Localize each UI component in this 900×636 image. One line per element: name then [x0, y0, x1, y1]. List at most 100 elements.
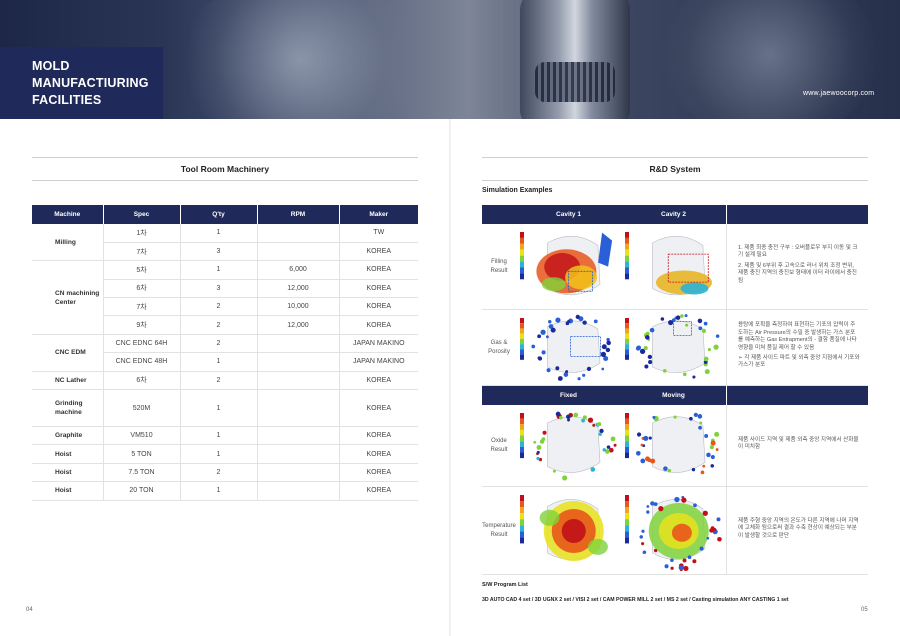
- qty-cell: 2: [180, 297, 258, 317]
- rpm-cell: 6,000: [257, 260, 340, 280]
- description-text: 용탕에 포획을 측정하여 표현하는 기포의 압력이 주도하는 Air Press…: [738, 322, 857, 351]
- sim-thumb: [625, 314, 720, 379]
- rpm-cell: 10,000: [257, 297, 340, 317]
- row-description: 용탕에 포획을 측정하여 표현하는 기포의 압력이 주도하는 Air Press…: [726, 310, 868, 385]
- title-line: MANUFACTIURING: [32, 76, 149, 90]
- maker-cell: KOREA: [339, 481, 418, 501]
- spec-cell: 520M: [103, 389, 181, 428]
- simulation-row: Gas & Porosity 용탕에 포획을 측정하여 표현하는 기포의 압력이…: [482, 310, 868, 386]
- sim-thumb: [625, 495, 722, 572]
- table-row: Hoist 5 TON 1 KOREA: [32, 444, 418, 464]
- spec-cell: 9차: [103, 315, 181, 335]
- page-number: 05: [861, 607, 868, 613]
- divider: [482, 157, 868, 158]
- column-header: Moving: [662, 392, 685, 399]
- spec-cell: 1차: [103, 224, 181, 243]
- column-header: Cavity 1: [556, 211, 581, 218]
- banner-photo-highlight: [660, 0, 880, 119]
- temperature-fixed-image: [516, 487, 621, 574]
- description-text: 2. 제품 및 6부위 후 고속으로 러너 위치 조정 변위, 제품 충진 지역…: [738, 262, 857, 284]
- qty-cell: 1: [180, 352, 258, 372]
- qty-cell: 3: [180, 279, 258, 299]
- table-row: Milling 1차 1 TW: [32, 224, 418, 262]
- filling-result-cavity1-image: [516, 224, 621, 309]
- maker-cell: KOREA: [339, 242, 418, 262]
- row-label: Gas & Porosity: [488, 340, 510, 355]
- simulation-row: Temperature Result 제품 주형 중앙 지역의 온도가 다른 지…: [482, 487, 868, 575]
- row-description: 1. 제품 최종 충전 구부 : 오버플로우 부지 이동 및 크기 설계 필요 …: [726, 224, 868, 309]
- maker-cell: KOREA: [339, 426, 418, 446]
- rpm-cell: [257, 463, 340, 483]
- description-text: ➢ 각 제품 사이드 파트 및 외측 중앙 지점에서 기포와 가스가 분포: [738, 354, 860, 369]
- description-text: 1. 제품 최종 충전 구부 : 오버플로우 부지 이동 및 크기 설계 필요: [738, 244, 858, 259]
- maker-cell: KOREA: [339, 260, 418, 280]
- rpm-cell: [257, 444, 340, 464]
- rpm-cell: [257, 334, 340, 354]
- table-row: CN machining Center 5차 1 6,000 KOREA: [32, 260, 418, 335]
- rpm-cell: [257, 242, 340, 262]
- row-description: 제품 사이드 지역 및 제품 외측 중앙 지역에서 산화물이 미치함: [726, 405, 868, 486]
- machine-cell: CN machining Center: [32, 260, 104, 335]
- table-row: Graphite VM510 1 KOREA: [32, 426, 418, 446]
- tool-room-table: Machine Spec Q'ty RPM Maker Milling 1차 1 TW…: [32, 205, 418, 501]
- gas-porosity-cavity2-image: [621, 310, 726, 385]
- maker-cell: KOREA: [339, 444, 418, 464]
- column-header: Cavity 2: [661, 211, 686, 218]
- machine-cell: Hoist: [32, 481, 104, 501]
- table-row: 7차 3 KOREA: [32, 242, 418, 262]
- column-header: Machine: [32, 205, 104, 224]
- description-text: 제품 사이드 지역 및 제품 외측 중앙 지역에서 산화물이 미치함: [738, 436, 859, 450]
- sim-thumb: [520, 411, 617, 481]
- table-row: Hoist 20 TON 1 KOREA: [32, 481, 418, 501]
- qty-cell: 2: [180, 463, 258, 483]
- rpm-cell: 12,000: [257, 279, 340, 299]
- maker-cell: KOREA: [339, 463, 418, 483]
- rpm-cell: [257, 481, 340, 501]
- banner-photo-highlight: [170, 0, 430, 119]
- spec-cell: CNC EDNC 64H: [103, 334, 181, 354]
- maker-cell: KOREA: [339, 389, 418, 428]
- qty-cell: 1: [180, 389, 258, 428]
- rpm-cell: [257, 371, 340, 391]
- temperature-moving-image: [621, 487, 726, 574]
- machine-cell: Grinding machine: [32, 389, 104, 428]
- qty-cell: 2: [180, 334, 258, 354]
- rpm-cell: 12,000: [257, 315, 340, 335]
- page-number: 04: [26, 607, 33, 613]
- filling-result-cavity2-image: [621, 224, 726, 309]
- spec-cell: 7차: [103, 242, 181, 262]
- table-row: CNC EDM CNC EDNC 64H 2 JAPAN MAKINO: [32, 334, 418, 372]
- table-row: Grinding machine 520M 1 KOREA: [32, 389, 418, 428]
- page-title: MOLD MANUFACTIURING FACILITIES: [32, 58, 149, 109]
- table-body: Milling 1차 1 TW 7차 3 KOREA CN machining Center 5…: [32, 224, 418, 501]
- qty-cell: 2: [180, 315, 258, 335]
- row-label: Temperature Result: [482, 523, 516, 538]
- table-row: 9차 2 12,000 KOREA: [32, 315, 418, 335]
- qty-cell: 2: [180, 371, 258, 391]
- simulation-table: Cavity 1 Cavity 2 Filling Result 1. 제품 최…: [482, 205, 868, 575]
- spec-cell: 6차: [103, 371, 181, 391]
- maker-cell: KOREA: [339, 371, 418, 391]
- column-header: RPM: [257, 205, 340, 224]
- sw-program-list: 3D AUTO CAD 4 set / 3D UGNX 2 set / VISI…: [482, 597, 789, 603]
- row-description: 제품 주형 중앙 지역의 온도가 다른 지역에 나머 지역에 고체화 됨으로써 …: [726, 487, 868, 574]
- rpm-cell: [257, 352, 340, 372]
- sim-thumb: [520, 232, 613, 296]
- title-panel: [0, 47, 163, 119]
- page-gutter: [449, 119, 451, 636]
- machine-cell: Hoist: [32, 444, 104, 464]
- table-row: NC Lather 6차 2 KOREA: [32, 371, 418, 391]
- qty-cell: 3: [180, 242, 258, 262]
- maker-cell: JAPAN MAKINO: [339, 334, 418, 354]
- maker-cell: KOREA: [339, 279, 418, 299]
- header-banner: MOLD MANUFACTIURING FACILITIES www.jaewo…: [0, 0, 900, 119]
- qty-cell: 1: [180, 426, 258, 446]
- divider: [32, 157, 418, 158]
- spec-cell: 7차: [103, 297, 181, 317]
- spec-cell: CNC EDNC 48H: [103, 352, 181, 372]
- simulation-row: Oxide Result 제품 사이드 지역 및 제품 외측 중앙 지역에서 산…: [482, 405, 868, 487]
- simulation-subtitle: Simulation Examples: [482, 187, 553, 194]
- row-label: Oxide Result: [490, 438, 508, 453]
- website-url: www.jaewoocorp.com: [803, 90, 875, 97]
- sim-thumb: [520, 495, 608, 561]
